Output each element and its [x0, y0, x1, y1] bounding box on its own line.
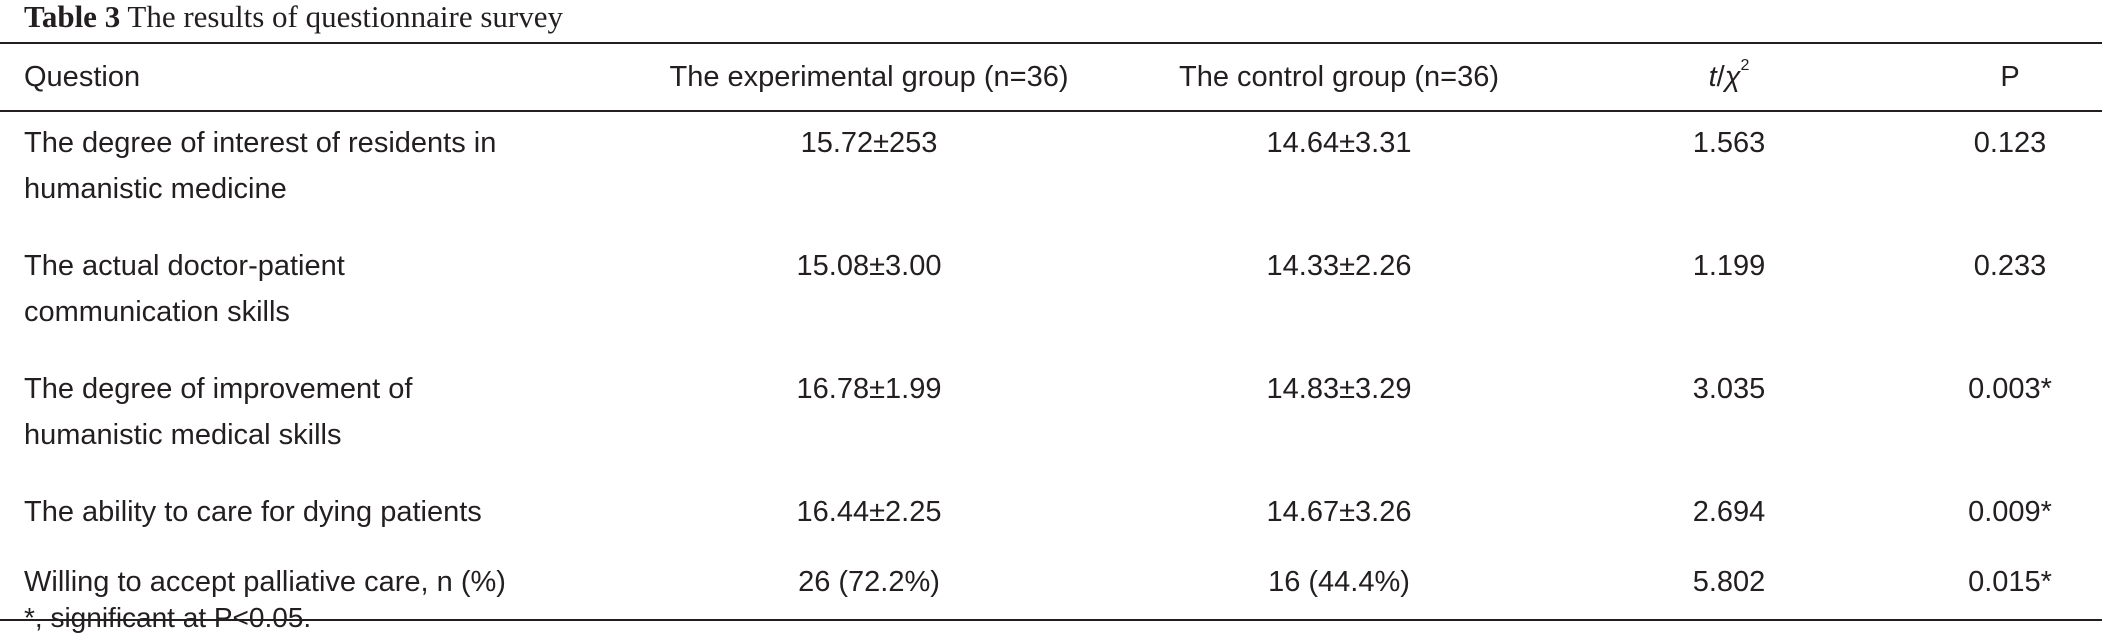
cell-experimental: 26 (72.2%): [798, 566, 940, 598]
header-control-group: The control group (n=36): [1179, 60, 1499, 93]
cell-question-line1: The degree of interest of residents in: [24, 127, 497, 159]
cell-statistic: 2.694: [1692, 496, 1766, 528]
cell-experimental: 16.78±1.99: [796, 373, 942, 405]
cell-control: 14.33±2.26: [1266, 250, 1412, 282]
header-p-value: P: [2000, 60, 2020, 93]
cell-experimental: 15.72±253: [800, 127, 938, 159]
header-question: Question: [24, 60, 141, 93]
header-statistic-separator: /: [1716, 60, 1725, 93]
cell-question: Willing to accept palliative care, n (%): [24, 566, 506, 598]
cell-question-line2: communication skills: [24, 296, 290, 328]
cell-statistic: 1.563: [1692, 127, 1766, 159]
cell-statistic: 1.199: [1692, 250, 1766, 282]
cell-question-line2: humanistic medical skills: [24, 419, 342, 451]
cell-control: 16 (44.4%): [1268, 566, 1410, 598]
cell-statistic: 3.035: [1692, 373, 1766, 405]
table-header-row: Question The experimental group (n=36) T…: [0, 43, 2102, 111]
cell-p-value: 0.009*: [1968, 496, 2052, 528]
results-table: Question The experimental group (n=36) T…: [0, 42, 2102, 621]
header-statistic-t: t: [1708, 60, 1717, 93]
cell-question-line2: humanistic medicine: [24, 173, 287, 205]
cell-question: The actual doctor-patient communication …: [0, 235, 624, 358]
cell-control: 14.64±3.31: [1266, 127, 1412, 159]
cell-question: The degree of interest of residents in h…: [0, 111, 624, 235]
cell-statistic: 5.802: [1692, 566, 1766, 598]
cell-question: The degree of improvement of humanistic …: [0, 358, 624, 481]
table-header: Question The experimental group (n=36) T…: [0, 43, 2102, 111]
cell-question: The ability to care for dying patients: [24, 496, 482, 528]
cell-experimental: 15.08±3.00: [796, 250, 942, 282]
cell-control: 14.67±3.26: [1266, 496, 1412, 528]
table-caption-label: Table 3: [24, 0, 121, 34]
cell-experimental: 16.44±2.25: [796, 496, 942, 528]
cell-question-line1: The degree of improvement of: [24, 373, 413, 405]
cell-p-value: 0.003*: [1968, 373, 2052, 405]
header-statistic-chi: χ: [1724, 60, 1741, 93]
table-caption-text: The results of questionnaire survey: [127, 0, 564, 34]
cell-p-value: 0.233: [1973, 250, 2047, 282]
header-statistic: t/χ2: [1564, 43, 1894, 111]
cell-p-value: 0.015*: [1968, 566, 2052, 598]
cell-p-value: 0.123: [1973, 127, 2047, 159]
table-row: Willing to accept palliative care, n (%)…: [0, 551, 2102, 620]
table-body: The degree of interest of residents in h…: [0, 111, 2102, 620]
table-row: The degree of interest of residents in h…: [0, 111, 2102, 235]
table-row: The degree of improvement of humanistic …: [0, 358, 2102, 481]
header-statistic-superscript: 2: [1740, 56, 1750, 74]
cell-question-line1: The actual doctor-patient: [24, 250, 345, 282]
header-experimental-group: The experimental group (n=36): [669, 60, 1069, 93]
table-row: The actual doctor-patient communication …: [0, 235, 2102, 358]
cell-control: 14.83±3.29: [1266, 373, 1412, 405]
table-footnote: *, significant at P<0.05.: [24, 602, 312, 633]
table-caption: Table 3 The results of questionnaire sur…: [24, 0, 563, 40]
table-row: The ability to care for dying patients 1…: [0, 481, 2102, 551]
